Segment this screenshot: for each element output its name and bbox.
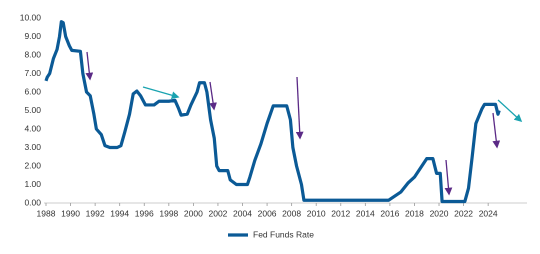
y-tick-label: 4.00 [24,123,41,133]
arrow [295,76,304,140]
annotation-arrows [85,51,523,196]
y-tick-label: 7.00 [24,68,41,78]
x-tick-label: 1988 [37,208,56,218]
x-tick-label: 2016 [380,208,399,218]
x-tick-label: 2020 [430,208,449,218]
x-tick-label: 1990 [61,208,80,218]
arrow [497,99,523,123]
arrow [209,81,217,111]
y-tick-label: 10.00 [20,12,42,22]
x-tick-label: 2014 [356,208,375,218]
x-tick-label: 2022 [454,208,473,218]
y-tick-label: 0.00 [24,197,41,207]
arrow [85,51,94,81]
x-tick-label: 1994 [110,208,129,218]
arrow [142,86,180,100]
y-tick-label: 6.00 [24,86,41,96]
y-tick-label: 8.00 [24,49,41,59]
x-tick-label: 2012 [331,208,350,218]
arrow [444,159,453,196]
x-tick-label: 2024 [479,208,498,218]
legend-label: Fed Funds Rate [253,229,314,239]
arrow [492,112,501,149]
x-tick-label: 2018 [405,208,424,218]
x-tick-label: 1996 [135,208,154,218]
x-tick-label: 2004 [233,208,252,218]
y-tick-label: 9.00 [24,31,41,41]
x-tick-label: 1998 [159,208,178,218]
x-tick-label: 2002 [208,208,227,218]
y-tick-label: 5.00 [24,105,41,115]
x-tick-label: 2000 [184,208,203,218]
x-tick-label: 2008 [282,208,301,218]
y-tick-label: 2.00 [24,160,41,170]
series-line [44,20,501,204]
x-tick-label: 2010 [307,208,326,218]
y-tick-label: 1.00 [24,179,41,189]
y-tick-label: 3.00 [24,142,41,152]
x-tick-label: 1992 [86,208,105,218]
x-tick-label: 2006 [258,208,277,218]
